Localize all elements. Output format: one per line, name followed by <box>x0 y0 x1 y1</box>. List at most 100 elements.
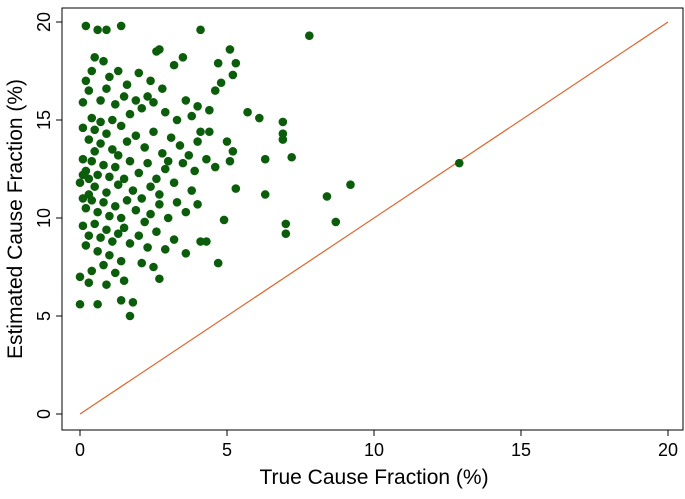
data-point <box>193 199 202 209</box>
data-point <box>181 248 191 258</box>
data-point <box>87 113 97 123</box>
data-point <box>110 162 120 172</box>
data-point <box>99 260 108 270</box>
data-point <box>137 258 147 268</box>
data-point <box>105 211 114 221</box>
y-tick-label: 20 <box>34 12 54 32</box>
data-point <box>172 115 182 125</box>
data-point <box>84 278 94 287</box>
data-point <box>113 150 123 160</box>
data-point <box>105 250 114 260</box>
data-point <box>281 219 291 229</box>
data-point <box>75 299 85 309</box>
data-point <box>75 178 85 188</box>
data-point <box>216 78 226 88</box>
data-point <box>169 60 179 70</box>
identity-reference-line <box>79 21 669 415</box>
data-point <box>122 80 132 90</box>
data-point <box>99 160 108 170</box>
data-point <box>163 156 173 166</box>
data-point <box>113 229 123 238</box>
data-point <box>84 86 94 95</box>
data-point <box>243 107 252 117</box>
data-point <box>137 103 147 113</box>
data-point <box>149 98 158 107</box>
data-point <box>152 227 161 237</box>
data-point <box>143 243 152 252</box>
data-point <box>454 158 464 168</box>
data-point <box>116 21 126 31</box>
data-point <box>178 52 188 62</box>
data-point <box>155 199 164 209</box>
data-point <box>113 66 123 76</box>
data-point <box>163 213 173 223</box>
data-point <box>140 143 149 152</box>
data-point <box>228 70 238 80</box>
data-point <box>93 247 102 256</box>
x-tick-label: 10 <box>364 440 384 460</box>
data-point <box>116 121 126 131</box>
data-point <box>146 182 155 191</box>
data-point <box>255 113 264 123</box>
data-point <box>143 158 152 168</box>
y-tick-label: 5 <box>34 311 54 321</box>
data-point <box>169 178 179 188</box>
data-point <box>75 272 85 282</box>
data-point <box>81 76 91 86</box>
data-point <box>125 239 135 248</box>
data-point <box>196 127 205 137</box>
data-point <box>140 217 149 227</box>
data-point <box>119 223 129 233</box>
data-point <box>87 156 97 166</box>
data-point <box>105 172 114 182</box>
data-point <box>87 266 97 276</box>
data-point <box>260 190 270 199</box>
x-tick-label: 0 <box>75 440 85 460</box>
data-point <box>331 217 341 227</box>
data-point <box>93 299 102 309</box>
data-point <box>125 109 135 119</box>
data-point <box>175 141 185 150</box>
data-point <box>99 198 108 207</box>
data-point <box>102 25 111 35</box>
data-point <box>90 125 99 135</box>
data-point <box>96 233 105 242</box>
data-point <box>90 147 99 156</box>
data-point <box>184 150 194 160</box>
data-point <box>116 256 126 266</box>
data-point <box>196 237 205 246</box>
data-point <box>105 72 114 82</box>
data-point <box>187 111 197 121</box>
data-point <box>160 107 170 117</box>
data-point <box>110 268 120 278</box>
x-axis-label: True Cause Fraction (%) <box>259 466 488 489</box>
data-point <box>113 180 123 189</box>
data-point <box>90 182 99 191</box>
x-tick-label: 15 <box>511 440 531 460</box>
data-point <box>149 127 158 137</box>
data-point <box>155 274 164 284</box>
y-axis-label: Estimated Cause Fraction (%) <box>4 79 27 359</box>
data-point <box>305 31 314 41</box>
data-point <box>102 129 111 139</box>
data-point <box>146 209 155 219</box>
data-point <box>205 127 214 137</box>
y-tick-label: 0 <box>34 409 54 419</box>
y-tick-label: 10 <box>34 208 54 228</box>
data-point <box>96 117 105 127</box>
data-point <box>122 196 132 205</box>
data-point <box>193 101 202 111</box>
data-point <box>158 149 167 158</box>
data-point <box>322 192 332 201</box>
x-tick-label: 20 <box>658 440 678 460</box>
data-point <box>96 139 105 148</box>
data-point <box>128 186 138 195</box>
data-point <box>143 92 152 101</box>
data-point <box>93 25 102 35</box>
data-point <box>152 174 161 184</box>
data-point <box>84 231 94 240</box>
data-point <box>169 235 179 244</box>
data-point <box>110 100 120 109</box>
data-point <box>125 156 135 166</box>
